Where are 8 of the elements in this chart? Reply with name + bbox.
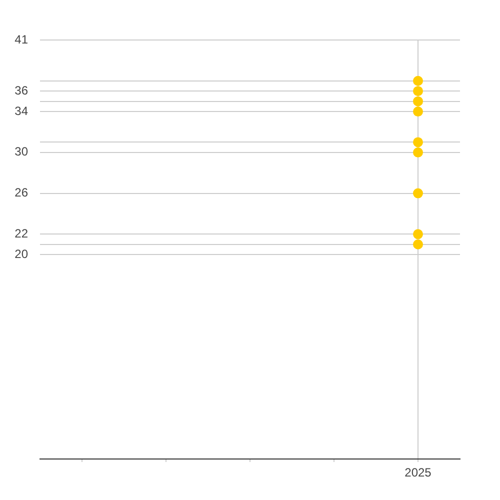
y-tick-label: 26 [14, 186, 28, 200]
y-tick-label: 20 [14, 246, 28, 261]
y-tick-label: 30 [14, 144, 28, 159]
y-tick-label: 36 [14, 83, 28, 98]
y-tick-label: 34 [14, 104, 28, 118]
x-tick-label: 2025 [404, 466, 432, 480]
y-tick-label: 22 [14, 226, 28, 240]
y-tick-label: 41 [14, 32, 28, 46]
